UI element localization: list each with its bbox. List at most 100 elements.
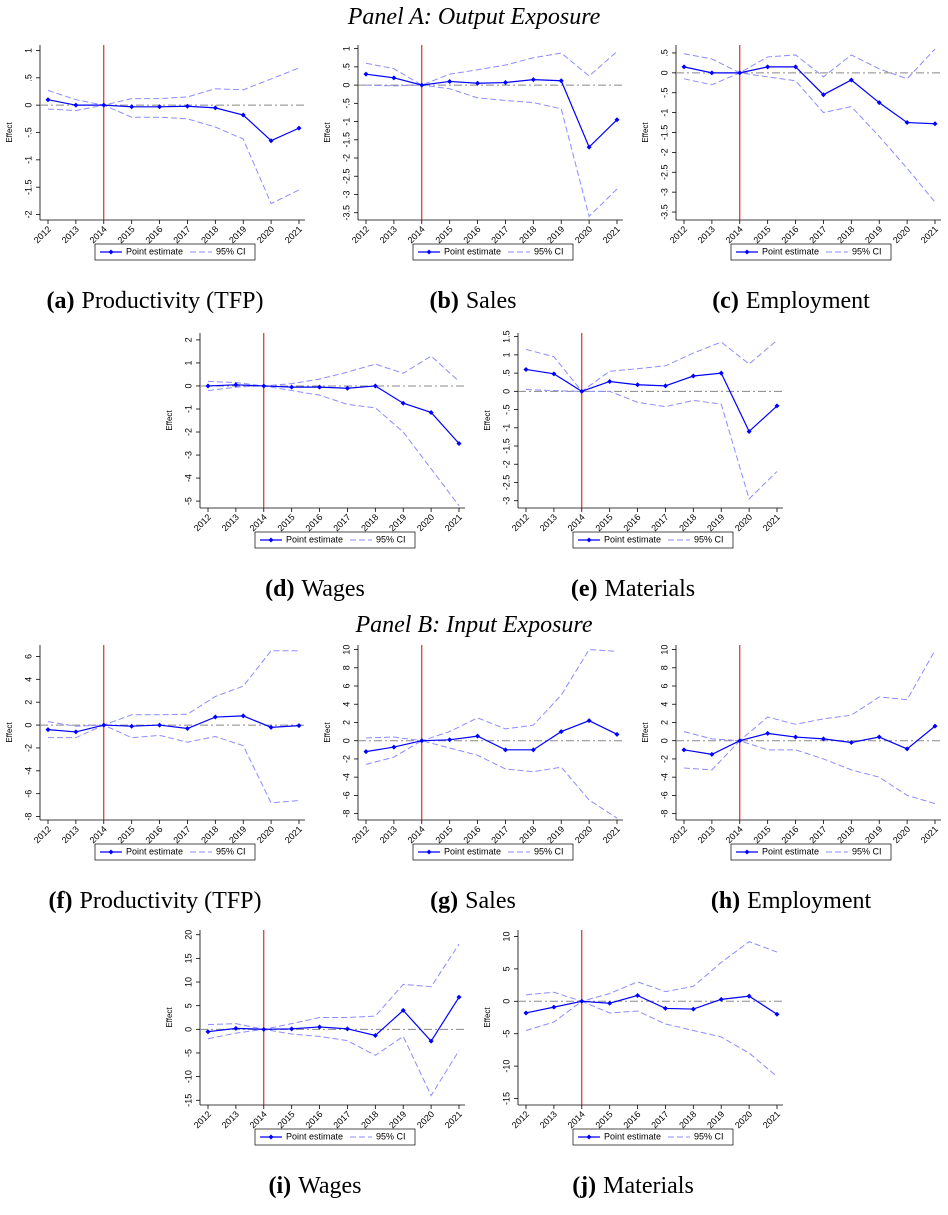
y-axis-label: Effect xyxy=(323,122,332,143)
y-tick-label: 8 xyxy=(659,665,669,670)
x-tick-label: 2017 xyxy=(171,224,192,245)
point-marker xyxy=(551,371,557,377)
point-marker xyxy=(635,992,641,998)
y-tick-label: 10 xyxy=(341,645,351,655)
point-marker xyxy=(419,738,425,744)
ci-line xyxy=(47,67,300,106)
y-tick-label: 20 xyxy=(183,930,193,940)
x-tick-label: 2012 xyxy=(192,512,213,533)
legend-box xyxy=(572,531,734,549)
y-tick-label: -3 xyxy=(501,497,511,505)
legend-box xyxy=(412,243,574,261)
legend-box xyxy=(254,531,416,549)
point-marker xyxy=(101,722,107,728)
x-tick-label: 2021 xyxy=(443,512,464,533)
x-tick-label: 2016 xyxy=(779,224,800,245)
point-marker xyxy=(614,117,620,123)
point-marker xyxy=(718,370,724,376)
estimate-line xyxy=(47,99,300,142)
y-tick-label: -6 xyxy=(23,790,33,798)
point-marker xyxy=(289,384,295,390)
ci-line xyxy=(207,355,460,387)
ci-line xyxy=(683,72,936,203)
x-tick-label: 2019 xyxy=(545,224,566,245)
ci-line xyxy=(525,389,778,500)
y-tick-label: -1 xyxy=(501,424,511,432)
y-tick-label: -4 xyxy=(341,773,351,781)
point-marker xyxy=(129,723,135,729)
point-marker xyxy=(876,100,882,106)
point-marker xyxy=(261,383,267,389)
point-marker xyxy=(793,64,799,70)
legend-label: Point estimate xyxy=(444,246,501,256)
legend-label: 95% CI xyxy=(852,846,882,856)
ci-line xyxy=(683,650,936,742)
legend-marker xyxy=(586,537,592,543)
point-marker xyxy=(184,725,190,731)
legend-label: 95% CI xyxy=(534,246,564,256)
point-marker xyxy=(419,82,425,88)
y-tick-label: .5 xyxy=(501,369,511,377)
point-marker xyxy=(709,70,715,76)
caption: (c) Employment xyxy=(712,288,870,314)
point-marker xyxy=(317,1024,323,1030)
point-marker xyxy=(932,723,938,729)
caption-title: Materials xyxy=(605,576,696,602)
point-marker xyxy=(662,1005,668,1011)
y-axis-label: Effect xyxy=(323,722,332,743)
point-marker xyxy=(400,400,406,406)
x-tick-label: 2020 xyxy=(733,512,754,533)
ci-line xyxy=(525,1000,778,1077)
caption: (b) Sales xyxy=(429,288,516,314)
estimate-line xyxy=(207,996,460,1043)
caption-title: Productivity (TFP) xyxy=(81,288,263,314)
y-axis-label: Effect xyxy=(641,722,650,743)
legend-marker xyxy=(586,1134,592,1140)
x-tick-label: 2013 xyxy=(220,512,241,533)
point-marker xyxy=(709,751,715,757)
x-tick-label: 2019 xyxy=(387,512,408,533)
y-tick-label: -.5 xyxy=(23,127,33,138)
x-tick-label: 2013 xyxy=(60,224,81,245)
x-tick-label: 2014 xyxy=(406,224,427,245)
y-tick-label: -6 xyxy=(341,791,351,799)
legend-label: Point estimate xyxy=(126,846,183,856)
x-tick-label: 2013 xyxy=(60,824,81,845)
point-marker xyxy=(157,104,163,110)
y-tick-label: 2 xyxy=(23,700,33,705)
estimate-line xyxy=(525,368,778,433)
x-tick-label: 2013 xyxy=(220,1109,241,1130)
y-tick-label: .5 xyxy=(341,63,351,71)
legend-marker xyxy=(108,249,114,255)
legend-marker xyxy=(268,537,274,543)
x-tick-label: 2013 xyxy=(538,512,559,533)
x-tick-label: 2016 xyxy=(143,224,164,245)
point-marker xyxy=(317,384,323,390)
x-tick-label: 2015 xyxy=(594,512,615,533)
x-tick-label: 2016 xyxy=(461,224,482,245)
estimate-line xyxy=(683,725,936,755)
x-tick-label: 2012 xyxy=(668,224,689,245)
y-tick-label: 1 xyxy=(341,46,351,51)
point-marker xyxy=(73,729,79,735)
x-tick-label: 2021 xyxy=(601,824,622,845)
caption: (g) Sales xyxy=(430,888,516,914)
legend-label: Point estimate xyxy=(444,846,501,856)
x-tick-label: 2014 xyxy=(724,824,745,845)
point-marker xyxy=(261,1026,267,1032)
subplot: Effect .5 0 -.5 -1 -1.5 -2 -2.5 -3 -3.5 2012 2013 20… xyxy=(641,45,941,314)
x-tick-label: 2014 xyxy=(566,512,587,533)
y-tick-label: -5 xyxy=(183,497,193,505)
x-tick-label: 2020 xyxy=(891,824,912,845)
point-marker xyxy=(289,1026,295,1032)
subplot: Effect 10 8 6 4 2 0 -2 -4 -6 -8 2012 2013 2014 2015 201… xyxy=(641,645,941,914)
legend-label: 95% CI xyxy=(694,534,724,544)
caption: (i) Wages xyxy=(268,1173,361,1199)
point-marker xyxy=(774,1011,780,1017)
legend-marker xyxy=(744,249,750,255)
point-marker xyxy=(45,727,51,733)
y-tick-label: 1 xyxy=(183,360,193,365)
x-tick-label: 2018 xyxy=(677,512,698,533)
point-marker xyxy=(523,366,529,372)
